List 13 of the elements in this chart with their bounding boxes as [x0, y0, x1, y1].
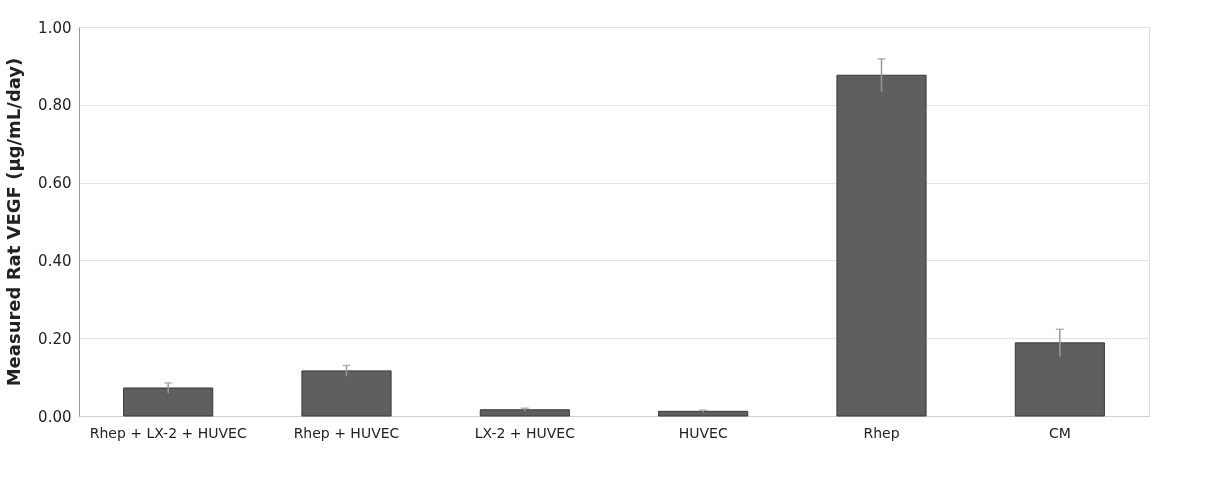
y-tick-label: 0.20: [38, 329, 72, 348]
y-axis-title: Measured Rat VEGF (µg/mL/day): [3, 57, 25, 387]
x-tick-label: Rhep + HUVEC: [293, 424, 400, 441]
x-tick-label: Rhep: [863, 424, 900, 441]
y-tick-label: 0.40: [38, 251, 72, 270]
y-tick-label: 0.60: [38, 174, 72, 193]
x-tick-label: LX-2 + HUVEC: [474, 424, 576, 441]
y-tick-label: 1.00: [38, 18, 72, 37]
x-tick-label: HUVEC: [678, 424, 728, 441]
x-tick-label: CM: [1048, 424, 1071, 441]
y-tick-label: 0.80: [38, 96, 72, 115]
y-tick-label: 0.00: [38, 407, 72, 426]
x-tick-label: Rhep + LX-2 + HUVEC: [89, 424, 247, 441]
